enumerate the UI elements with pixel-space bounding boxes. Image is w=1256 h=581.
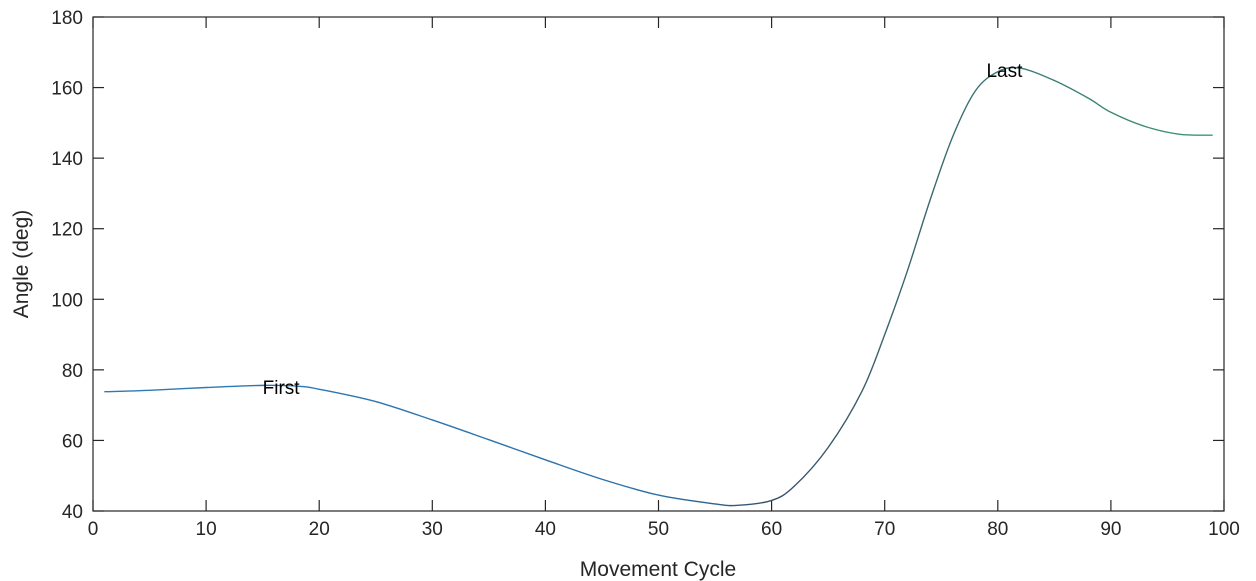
y-tick-label: 160 [51,79,83,100]
x-tick-label: 0 [88,519,99,540]
x-tick-label: 30 [422,519,443,540]
x-tick-label: 80 [987,519,1008,540]
y-tick-label: 180 [51,8,83,29]
y-tick-label: 80 [62,361,83,382]
x-tick-label: 50 [648,519,669,540]
annotation-layer: First Last [263,61,1023,399]
x-tick-label: 100 [1208,519,1240,540]
x-tick-label: 10 [196,519,217,540]
x-tick-label: 90 [1100,519,1121,540]
annotation-first: First [263,378,301,399]
x-axis-label: Movement Cycle [580,558,736,581]
x-tick-label: 70 [874,519,895,540]
annotation-last: Last [986,61,1023,82]
series-layer [104,66,1213,507]
axis-ticks [92,16,1225,512]
x-tick-label: 20 [309,519,330,540]
axis-tick-labels: 0 10 20 30 40 50 60 70 80 90 100 40 60 80 100 120 140 160… [51,8,1240,540]
y-tick-label: 60 [62,431,83,452]
y-tick-label: 40 [62,502,83,523]
y-tick-label: 120 [51,220,83,241]
y-tick-label: 140 [51,149,83,170]
y-tick-label: 100 [51,290,83,311]
y-axis-label: Angle (deg) [10,210,33,319]
x-tick-label: 40 [535,519,556,540]
x-tick-label: 60 [761,519,782,540]
series-line [104,66,1213,507]
plot-area [92,16,1225,512]
